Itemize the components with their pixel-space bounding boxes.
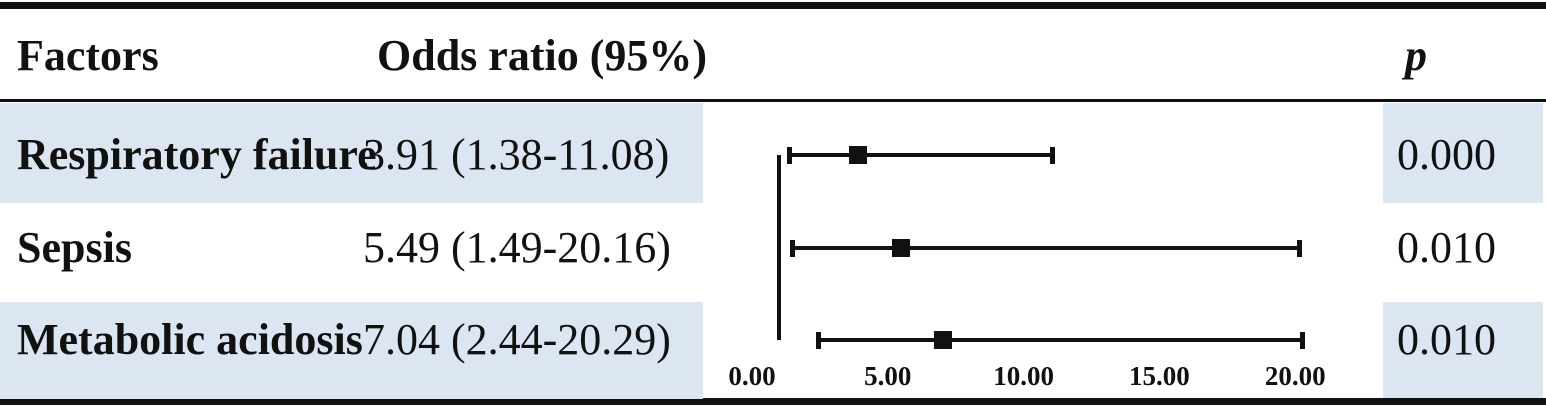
bottom-rule	[0, 398, 1546, 405]
header-odds-ratio: Odds ratio (95%)	[377, 31, 707, 80]
row2-or-ci: 5.49 (1.49-20.16)	[363, 223, 671, 272]
ci-cap-right	[1296, 240, 1302, 257]
row1-shading-left	[0, 103, 703, 203]
ci-cap-left	[787, 147, 793, 164]
ci-cap-left	[790, 240, 796, 257]
x-axis-tick-label: 5.00	[864, 361, 912, 391]
header-p: p	[1405, 31, 1427, 80]
ci-cap-left	[816, 332, 822, 349]
x-axis-tick-label: 10.00	[993, 361, 1054, 391]
ci-cap-right	[1049, 147, 1055, 164]
row2-factor: Sepsis	[17, 223, 132, 272]
header-rule	[0, 99, 1546, 102]
or-marker	[849, 146, 868, 164]
ci-cap-right	[1300, 332, 1306, 349]
or-marker	[934, 331, 953, 349]
ci-line	[792, 246, 1300, 250]
x-axis-tick-label: 20.00	[1264, 361, 1326, 391]
row1-p-value: 0.000	[1397, 130, 1496, 179]
or-marker	[892, 239, 911, 257]
x-axis-tick-label: 15.00	[1129, 361, 1190, 391]
row1-factor: Respiratory failure	[17, 130, 377, 179]
row3-p-value: 0.010	[1397, 315, 1496, 364]
reference-line	[777, 155, 782, 340]
row3-shading-p	[1383, 302, 1543, 398]
x-axis-tick-label: 0.00	[728, 361, 776, 391]
row2-p-value: 0.010	[1397, 223, 1496, 272]
ci-line	[789, 153, 1053, 157]
row3-shading-left	[0, 302, 703, 399]
row3-or-ci: 7.04 (2.44-20.29)	[363, 315, 671, 364]
row3-factor: Metabolic acidosis	[17, 315, 363, 364]
top-rule	[0, 2, 1546, 9]
ci-line	[818, 338, 1304, 342]
row1-shading-p	[1383, 103, 1543, 203]
row1-or-ci: 3.91 (1.38-11.08)	[363, 130, 670, 179]
header-factors: Factors	[17, 31, 159, 80]
